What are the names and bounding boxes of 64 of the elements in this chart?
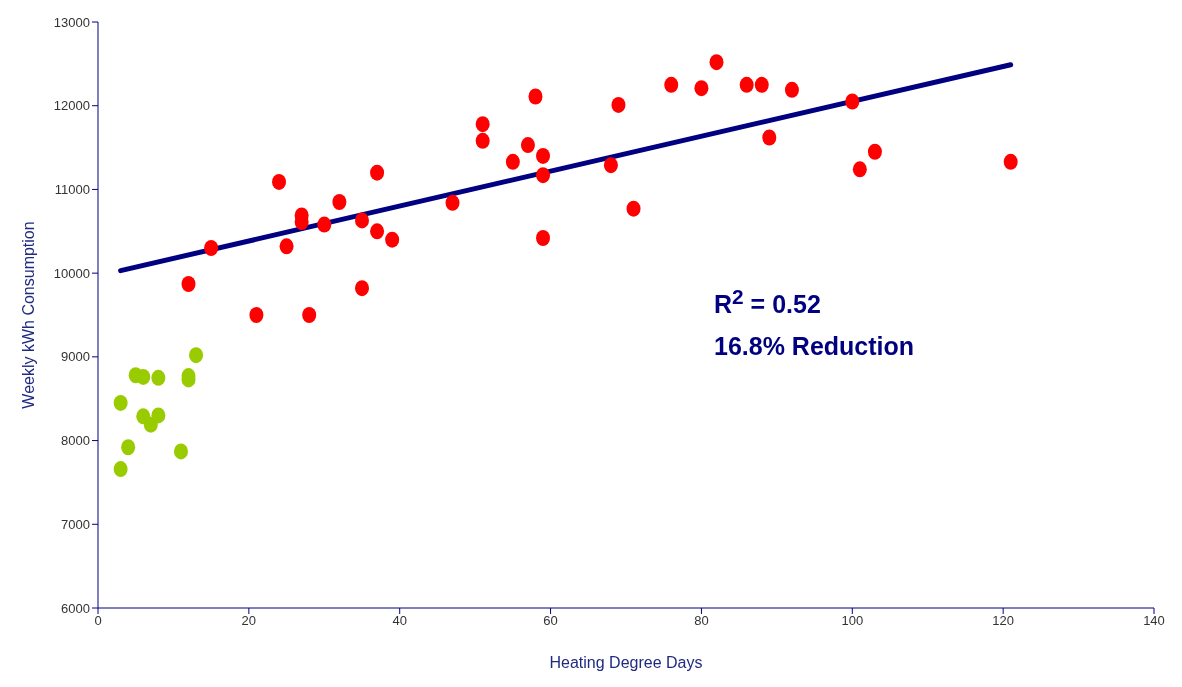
point [475, 132, 490, 149]
point [355, 280, 369, 297]
point [845, 93, 860, 110]
point [528, 88, 543, 105]
point [151, 407, 166, 424]
point [189, 347, 204, 364]
point [113, 394, 128, 411]
x-tick-label: 120 [992, 613, 1014, 629]
point [520, 137, 535, 154]
x-tick-label: 0 [94, 613, 102, 629]
x-tick-label: 40 [392, 613, 407, 629]
point [536, 229, 551, 246]
y-tick-label: 12000 [53, 98, 90, 114]
x-tick-label: 100 [841, 613, 864, 629]
point [536, 147, 551, 164]
point [694, 80, 709, 97]
point [762, 129, 777, 146]
point [355, 212, 369, 229]
point [611, 96, 626, 113]
point [151, 369, 166, 386]
point [536, 167, 551, 184]
point [249, 307, 264, 323]
x-axis-title: Heating Degree Days [549, 654, 703, 671]
point [709, 54, 724, 71]
point [113, 461, 128, 478]
point [121, 439, 136, 456]
point [370, 223, 385, 240]
point [852, 161, 867, 178]
point [173, 443, 188, 460]
x-tick-label: 60 [543, 613, 558, 629]
x-tick-label: 20 [241, 613, 257, 629]
point [332, 193, 347, 210]
point [664, 76, 679, 93]
y-tick-label: 10000 [53, 265, 90, 281]
point [626, 200, 641, 217]
y-tick-label: 7000 [61, 516, 90, 532]
point [445, 194, 460, 211]
x-tick-label: 140 [1143, 613, 1165, 629]
point [370, 164, 385, 181]
x-tick-label: 80 [694, 613, 709, 629]
point [317, 216, 332, 233]
point [204, 240, 219, 257]
point [1003, 153, 1018, 170]
y-tick-label: 8000 [61, 433, 90, 449]
point [475, 116, 490, 133]
point [505, 153, 520, 170]
point [867, 143, 882, 160]
y-tick-label: 9000 [61, 349, 90, 365]
point [739, 76, 754, 93]
y-axis-title: Weekly kWh Consumption [19, 221, 37, 409]
point [385, 231, 400, 248]
point [302, 307, 317, 323]
point [603, 157, 618, 174]
annotation: R$^{2}$ = 0.52 [714, 284, 822, 321]
point [754, 76, 769, 93]
point [784, 81, 799, 98]
point [181, 276, 196, 293]
point [272, 173, 287, 190]
point [136, 368, 151, 385]
point [279, 238, 294, 255]
y-tick-label: 13000 [53, 14, 90, 30]
y-tick-label: 11000 [54, 182, 90, 198]
annotation: 16.8% Reduction [714, 331, 915, 363]
y-tick-label: 6000 [61, 600, 90, 616]
